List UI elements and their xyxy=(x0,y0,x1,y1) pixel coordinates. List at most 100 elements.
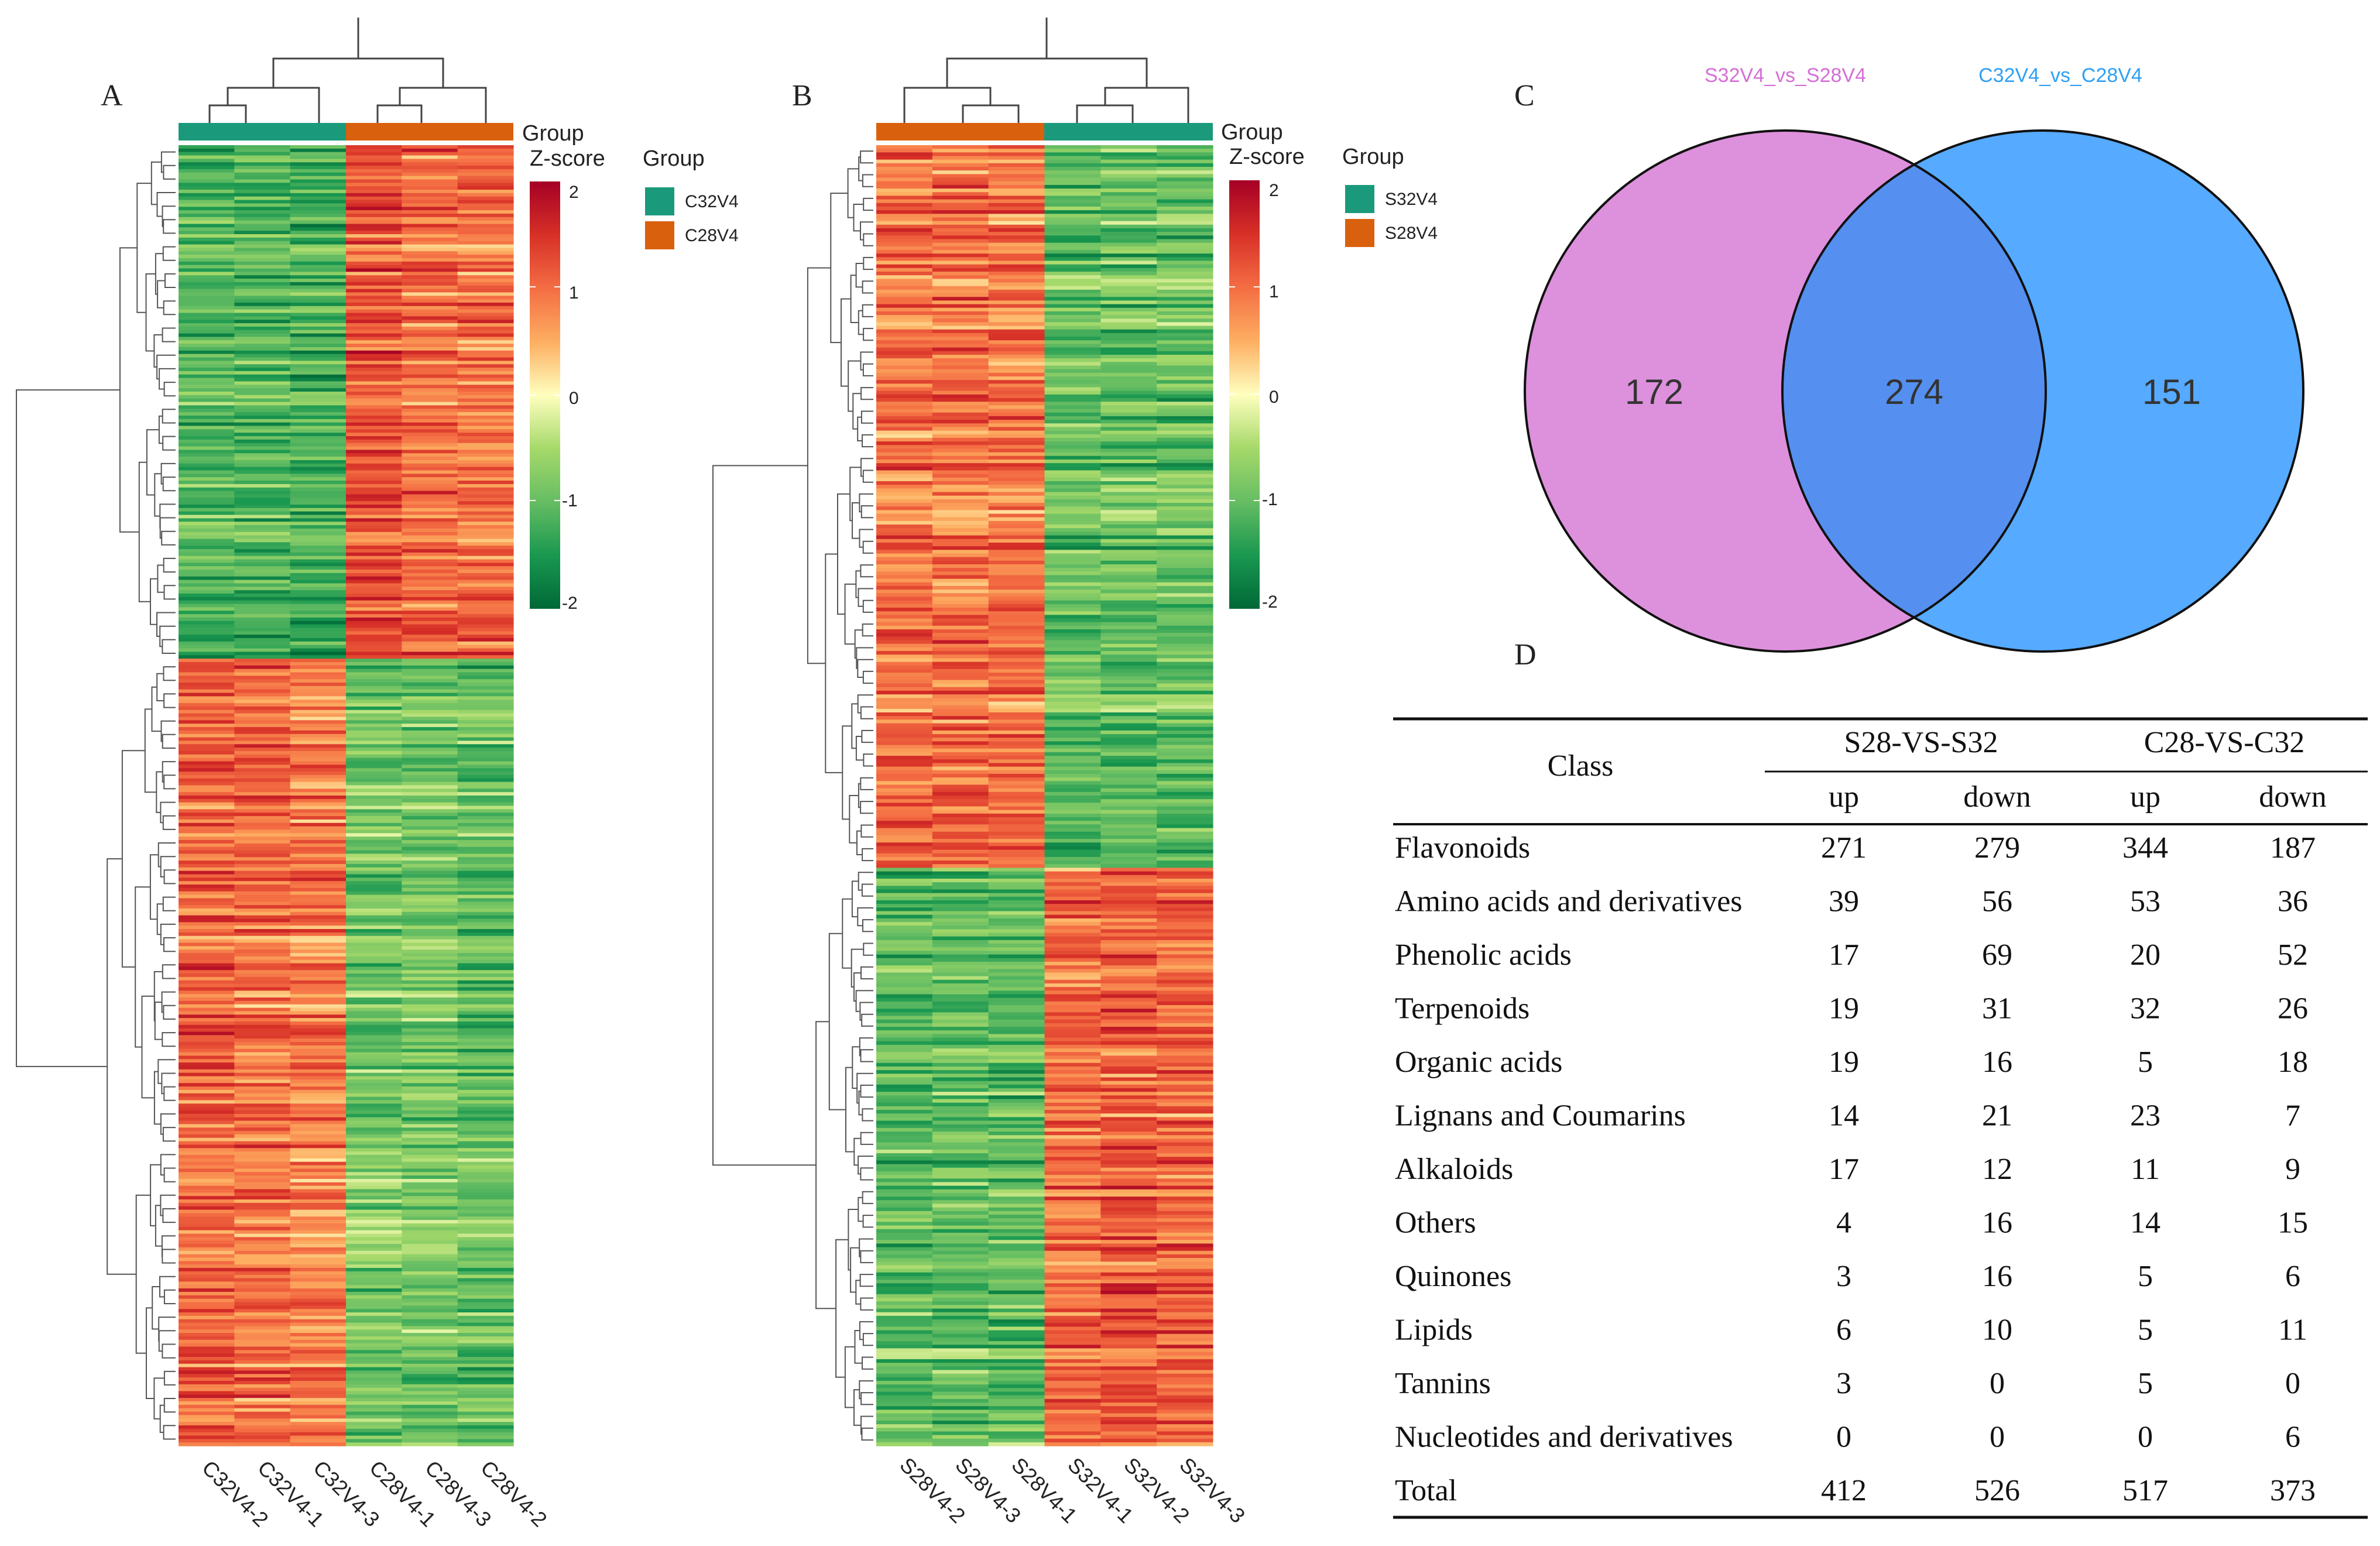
heatmap-cell-1-17-3 xyxy=(1044,929,1101,934)
heatmap-cell-0-61-4 xyxy=(1100,365,1157,370)
heatmap-cell-1-167-1 xyxy=(234,1230,291,1235)
heatmap-cell-0-157-5 xyxy=(1157,712,1213,717)
heatmap-cell-0-37-1 xyxy=(234,272,291,276)
heatmap-cell-1-50-2 xyxy=(290,829,347,834)
heatmap-cell-1-148-1 xyxy=(932,1402,989,1407)
heatmap-cell-1-147-3 xyxy=(1044,1398,1101,1403)
heatmap-cell-1-123-3 xyxy=(346,1079,402,1084)
heatmap-cell-0-149-2 xyxy=(988,683,1045,688)
heatmap-cell-1-172-3 xyxy=(346,1247,402,1252)
heatmap-cell-1-212-5 xyxy=(457,1384,514,1389)
heatmap-cell-1-88-1 xyxy=(234,959,291,964)
heatmap-cell-0-30-2 xyxy=(988,253,1045,258)
heatmap-cell-0-144-4 xyxy=(1100,665,1157,670)
heatmap-cell-1-130-1 xyxy=(932,1337,989,1342)
heatmap-cell-1-117-3 xyxy=(346,1059,402,1063)
heatmap-cell-1-100-5 xyxy=(1157,1229,1213,1233)
heatmap-cell-0-147-5 xyxy=(457,648,514,653)
heatmap-cell-1-49-0 xyxy=(179,826,235,831)
heatmap-cell-1-179-2 xyxy=(290,1271,347,1276)
heatmap-cell-0-129-5 xyxy=(1157,611,1213,615)
heatmap-cell-1-55-2 xyxy=(988,1066,1045,1071)
heatmap-cell-1-83-1 xyxy=(234,942,291,947)
heatmap-cell-1-39-0 xyxy=(876,1009,933,1013)
heatmap-cell-1-94-2 xyxy=(988,1207,1045,1212)
heatmap-cell-1-88-2 xyxy=(290,959,347,964)
heatmap-cell-1-94-4 xyxy=(402,980,458,985)
heatmap-cell-0-75-5 xyxy=(457,402,514,406)
heatmap-cell-0-10-0 xyxy=(876,181,933,186)
heatmap-cell-0-56-1 xyxy=(234,337,291,341)
heatmap-cell-1-221-5 xyxy=(457,1415,514,1419)
heatmap-cell-0-8-1 xyxy=(234,172,291,177)
heatmap-cell-1-175-4 xyxy=(402,1257,458,1262)
heatmap-cell-1-77-1 xyxy=(234,922,291,926)
heatmap-cell-0-28-4 xyxy=(402,241,458,245)
heatmap-cell-1-186-3 xyxy=(346,1295,402,1300)
heatmap-cell-0-164-1 xyxy=(932,738,989,742)
table-cell: 5 xyxy=(2138,1367,2153,1400)
heatmap-cell-0-165-4 xyxy=(1100,741,1157,746)
heatmap-cell-0-128-2 xyxy=(290,583,347,587)
heatmap-cell-1-199-1 xyxy=(234,1339,291,1344)
heatmap-cell-1-195-2 xyxy=(290,1326,347,1330)
heatmap-cell-1-74-4 xyxy=(402,911,458,916)
heatmap-cell-0-66-1 xyxy=(932,383,989,388)
heatmap-cell-0-74-4 xyxy=(1100,412,1157,417)
heatmap-cell-1-54-3 xyxy=(346,843,402,848)
heatmap-cell-0-176-0 xyxy=(876,781,933,786)
heatmap-cell-0-78-2 xyxy=(988,427,1045,431)
heatmap-cell-1-86-5 xyxy=(457,952,514,957)
heatmap-cell-0-60-3 xyxy=(1044,362,1101,366)
heatmap-cell-0-69-3 xyxy=(1044,394,1101,399)
heatmap-cell-0-50-4 xyxy=(402,316,458,320)
heatmap-cell-1-57-1 xyxy=(234,853,291,858)
heatmap-cell-0-151-1 xyxy=(932,691,989,695)
heatmap-cell-1-22-2 xyxy=(290,733,347,738)
heatmap-cell-0-77-3 xyxy=(346,409,402,413)
heatmap-cell-0-75-5 xyxy=(1157,416,1213,420)
heatmap-cell-0-102-4 xyxy=(1100,513,1157,518)
heatmap-cell-1-3-1 xyxy=(234,669,291,673)
heatmap-cell-1-142-3 xyxy=(346,1144,402,1149)
heatmap-cell-0-9-1 xyxy=(932,177,989,182)
heatmap-cell-0-13-0 xyxy=(876,192,933,197)
dendrogram-branch xyxy=(855,990,873,1012)
heatmap-cell-1-22-4 xyxy=(1100,947,1157,951)
heatmap-cell-1-99-4 xyxy=(402,997,458,1002)
heatmap-cell-0-116-1 xyxy=(932,564,989,568)
heatmap-cell-1-29-2 xyxy=(290,757,347,762)
heatmap-cell-0-104-5 xyxy=(457,501,514,505)
heatmap-cell-0-25-2 xyxy=(988,235,1045,240)
heatmap-cell-1-22-3 xyxy=(346,733,402,738)
heatmap-cell-0-178-3 xyxy=(1044,788,1101,793)
heatmap-cell-1-92-4 xyxy=(1100,1200,1157,1205)
heatmap-cell-1-69-4 xyxy=(1100,1117,1157,1122)
heatmap-cell-1-70-1 xyxy=(234,898,291,902)
heatmap-cell-0-36-1 xyxy=(234,268,291,272)
heatmap-cell-0-68-5 xyxy=(1157,390,1213,395)
heatmap-cell-0-78-4 xyxy=(402,412,458,416)
heatmap-cell-1-101-3 xyxy=(1044,1232,1101,1237)
heatmap-cell-1-99-3 xyxy=(1044,1225,1101,1230)
table-cell: 16 xyxy=(1982,1045,2012,1079)
heatmap-cell-0-59-0 xyxy=(876,358,933,362)
heatmap-cell-1-173-2 xyxy=(290,1250,347,1255)
heatmap-cell-0-2-1 xyxy=(234,152,291,156)
dendrogram-branch xyxy=(835,1239,849,1378)
heatmap-cell-0-39-0 xyxy=(179,279,235,283)
heatmap-cell-0-1-3 xyxy=(346,148,402,153)
heatmap-cell-1-56-4 xyxy=(1100,1070,1157,1074)
heatmap-cell-0-4-3 xyxy=(1044,159,1101,164)
heatmap-cell-1-140-4 xyxy=(1100,1373,1157,1378)
heatmap-cell-1-153-4 xyxy=(1100,1420,1157,1425)
heatmap-cell-1-195-4 xyxy=(402,1326,458,1330)
heatmap-cell-0-24-2 xyxy=(988,232,1045,236)
heatmap-cell-1-72-4 xyxy=(402,905,458,909)
heatmap-cell-0-150-1 xyxy=(932,687,989,691)
heatmap-cell-0-30-3 xyxy=(346,248,402,252)
heatmap-cell-0-67-0 xyxy=(876,387,933,392)
heatmap-cell-0-179-0 xyxy=(876,791,933,796)
heatmap-cell-1-121-3 xyxy=(346,1072,402,1077)
heatmap-cell-1-135-5 xyxy=(1157,1355,1213,1360)
